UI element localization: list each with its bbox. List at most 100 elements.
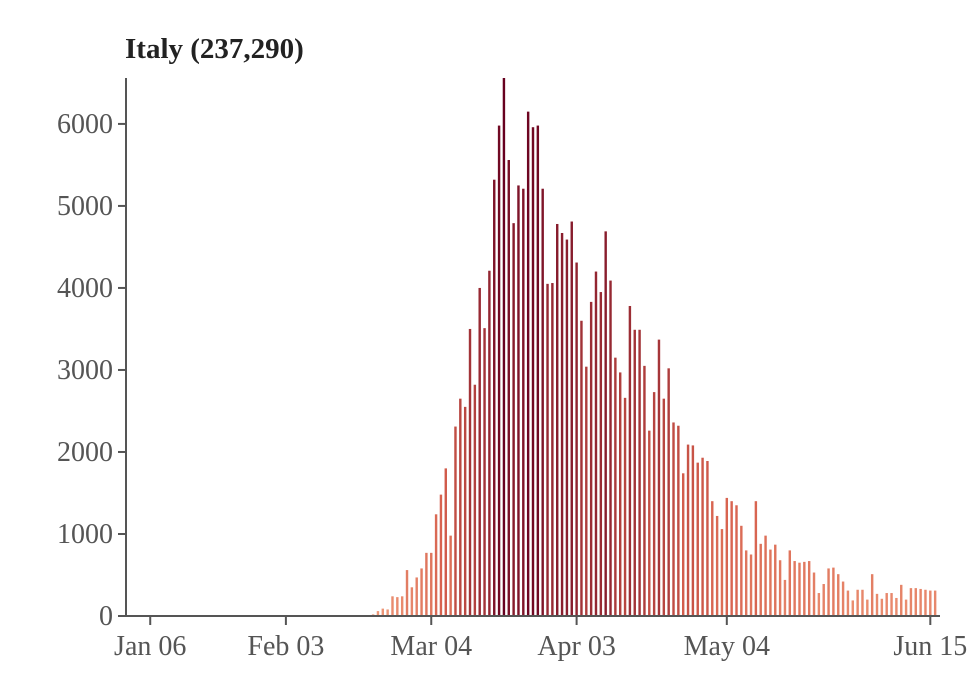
bar [643,365,646,616]
bar [720,529,724,616]
y-tick-label: 2000 [57,437,113,468]
bar [890,593,893,616]
bar [837,574,840,616]
bar [628,305,632,616]
y-tick-label: 3000 [57,355,113,386]
bar [740,525,743,616]
bar [691,445,695,616]
bar [570,221,573,616]
bar [701,457,704,616]
bar [652,392,656,616]
bar [711,501,714,616]
bar [764,535,767,616]
bar [880,598,884,616]
bar [410,587,414,616]
bar [919,588,922,616]
bar [609,280,612,616]
bar [788,550,792,616]
bar [536,125,540,616]
bar [522,188,525,616]
bar [866,599,869,616]
bar [924,589,927,616]
y-axis-ticks: 0 1000 2000 3000 4000 5000 6000 [57,109,126,632]
bar [861,589,864,616]
bar [793,561,796,616]
bar [759,543,762,616]
bar [400,596,404,616]
bar [386,609,389,616]
bar [667,368,670,616]
bars-group [371,78,937,617]
bar [381,608,385,616]
bar [580,320,583,616]
y-tick-label: 4000 [57,273,113,304]
bar [769,549,772,616]
bar [875,593,879,616]
bar [551,283,554,616]
bar [396,597,399,616]
bar [929,590,932,616]
bar [841,581,845,616]
bar [778,560,782,616]
bar [502,78,506,616]
x-tick-label: May 04 [684,631,770,662]
x-tick-label: Feb 03 [247,631,324,662]
bar [444,468,447,616]
bar [575,262,578,616]
bar [846,590,850,616]
bar [749,554,753,616]
bar [715,515,719,616]
bar [904,599,908,616]
bar [565,239,569,616]
bar [648,430,651,616]
bar [434,514,438,616]
bar [420,568,423,616]
bar [619,372,622,616]
bar [870,574,874,616]
bar [638,329,641,616]
bar [895,597,898,616]
bar [391,596,394,616]
bar [856,589,859,616]
bar [744,550,748,616]
x-tick-label: Jan 06 [114,631,186,662]
bar [459,398,462,616]
bar [803,561,806,616]
bar [546,283,549,616]
bar [725,497,729,616]
bar [449,535,452,616]
bar [541,188,544,616]
bar [507,160,510,616]
bar [774,544,777,616]
bar [454,426,457,616]
bar [851,600,854,616]
bar [677,425,680,616]
bar [706,461,709,616]
y-tick-label: 5000 [57,191,113,222]
bar [914,588,917,616]
y-tick-label: 0 [99,601,113,632]
bar [560,233,564,616]
bar [604,231,607,617]
bar [556,223,559,617]
bar [812,572,816,616]
bar [822,584,825,616]
bar [497,125,501,616]
x-axis-ticks: Jan 06 Feb 03 Mar 04 Apr 03 May 04 Jun 15 [114,616,967,662]
bar [488,270,491,616]
bar [696,462,699,616]
bar [662,398,666,616]
bar [730,501,733,616]
bar [827,568,830,616]
bar [478,287,481,616]
bar [405,570,409,616]
x-tick-label: Mar 04 [390,631,472,662]
bar [526,111,530,617]
bar [473,384,477,616]
bar [783,579,787,616]
bar [415,577,418,616]
chart-title: Italy (237,290) [125,33,304,65]
bar [933,590,937,616]
